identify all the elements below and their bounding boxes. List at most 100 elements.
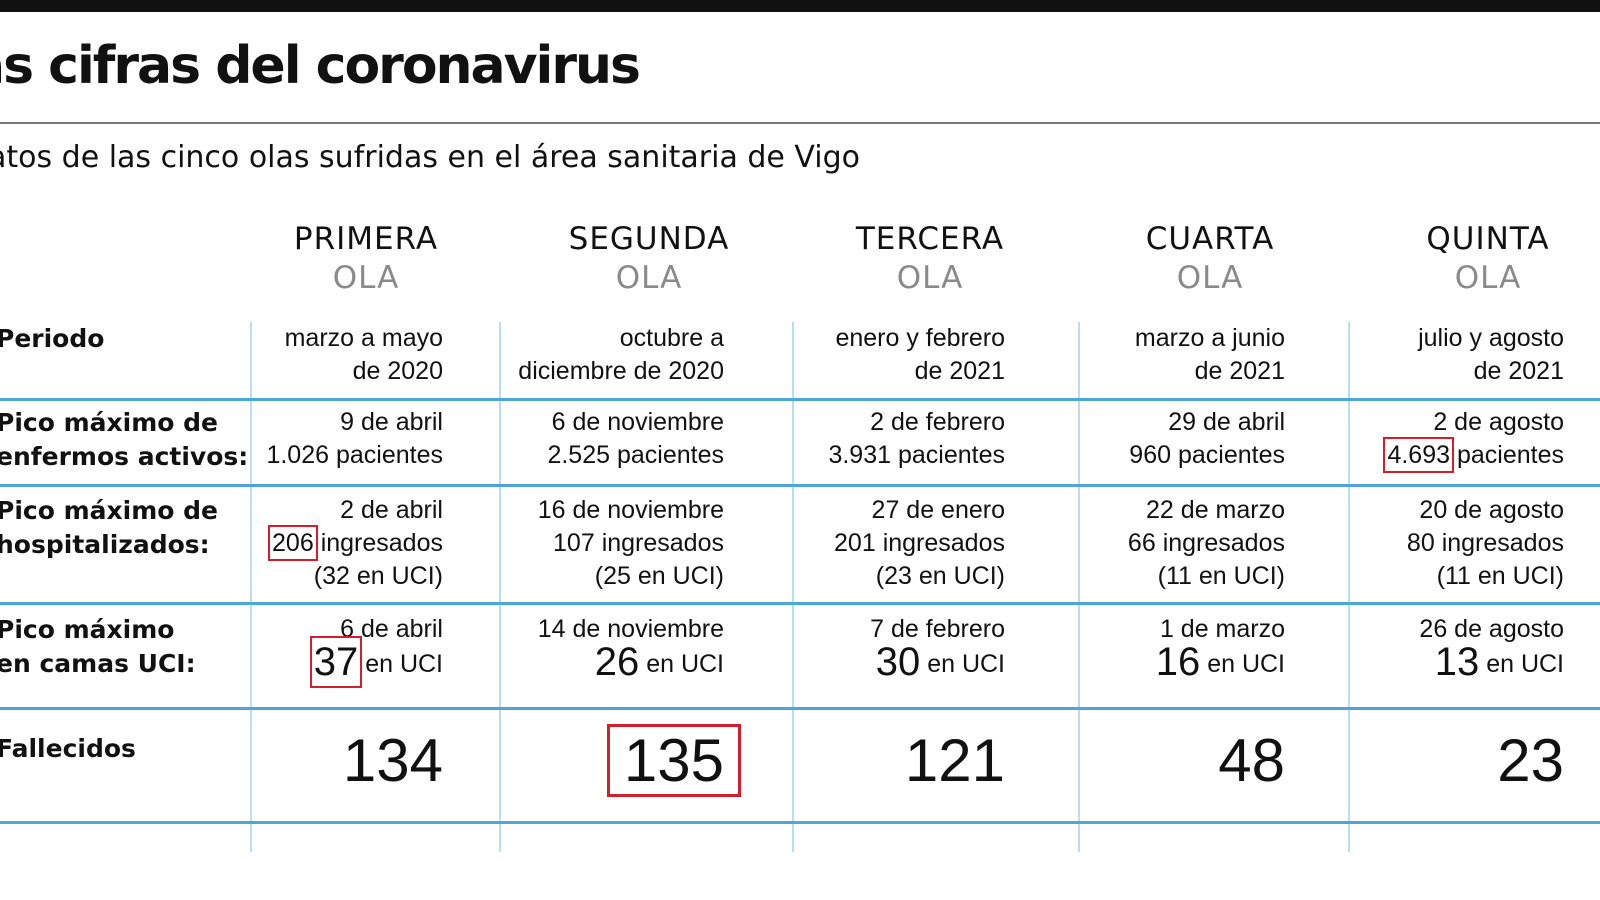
peak-date: 2 de agosto [1433,408,1564,436]
peak-value-line: 26 en UCI [454,642,724,682]
uci-note: (32 en UCI) [313,562,443,590]
cell-hospitalizados: 16 de noviembre 107 ingresados (25 en UC… [454,494,724,593]
period-line: enero y febrero [835,324,1005,352]
peak-number: 107 [553,529,595,557]
column-sub: OLA [332,260,400,296]
column-divider [1348,322,1350,852]
row-divider [0,602,1600,605]
peak-unit: en UCI [1486,650,1564,678]
period-line: de 2021 [914,357,1005,385]
peak-unit: en UCI [365,650,443,678]
column-divider [250,322,252,852]
peak-number: 13 [1434,640,1480,684]
period-line: de 2020 [352,357,443,385]
peak-date: 26 de agosto [1419,615,1564,643]
cell-uci: 1 de marzo 16 en UCI [1015,613,1285,682]
column-sub: OLA [1454,260,1522,296]
cell-activos: 29 de abril 960 pacientes [1015,406,1285,472]
cell-uci: 14 de noviembre 26 en UCI [454,613,724,682]
period-line: diciembre de 2020 [518,357,724,385]
highlighted-peak-number: 206 [268,525,318,561]
cell-periodo: marzo a mayo de 2020 [173,322,443,388]
cell-periodo: enero y febrero de 2021 [735,322,1005,388]
row-label-fallecidos: Fallecidos [0,734,136,763]
deaths-value: 23 [1497,727,1564,794]
peak-value-line: 206 ingresados [173,525,443,561]
cell-periodo: marzo a junio de 2021 [1015,322,1285,388]
peak-number: 1.026 [266,441,330,469]
row-label-hospitalizados: Pico máximo de hospitalizados: [0,496,218,559]
peak-date: 20 de agosto [1419,496,1564,524]
peak-date: 6 de noviembre [551,408,724,436]
column-sub: OLA [896,260,964,296]
peak-unit: pacientes [335,441,443,469]
peak-unit: en UCI [1207,650,1285,678]
cell-activos: 6 de noviembre 2.525 pacientes [454,406,724,472]
peak-unit: pacientes [897,441,1005,469]
peak-value-line: 2.525 pacientes [454,439,724,472]
peak-unit: ingresados [1162,529,1285,557]
peak-number: 80 [1406,529,1435,557]
column-header-cuarta: CUARTA OLA [1080,220,1340,298]
peak-value-line: 107 ingresados [454,527,724,560]
peak-number: 3.931 [828,441,892,469]
peak-unit: pacientes [1177,441,1285,469]
column-divider [792,322,794,852]
highlighted-deaths-number: 135 [606,724,741,797]
peak-date: 29 de abril [1168,408,1285,436]
highlighted-peak-number: 4.693 [1383,437,1454,473]
column-header-quinta: QUINTA OLA [1358,220,1600,298]
peak-number: 26 [594,640,640,684]
peak-date: 6 de abril [340,615,443,643]
peak-number: 2.525 [547,441,611,469]
peak-date: 14 de noviembre [537,615,724,643]
peak-date: 7 de febrero [870,615,1005,643]
period-line: marzo a junio [1134,324,1285,352]
deaths-value: 121 [904,727,1005,794]
peak-value-line: 66 ingresados [1015,527,1285,560]
peak-unit: ingresados [882,529,1005,557]
peak-date: 22 de marzo [1146,496,1285,524]
peak-number: 66 [1127,529,1156,557]
cell-uci: 26 de agosto 13 en UCI [1294,613,1564,682]
cell-uci: 7 de febrero 30 en UCI [735,613,1005,684]
peak-value-line: 1.026 pacientes [173,439,443,472]
peak-value-line: 16 en UCI [1015,642,1285,682]
peak-date: 1 de marzo [1159,615,1285,643]
peak-date: 2 de febrero [870,408,1005,436]
deaths-value-highlighted: 135 [471,724,741,797]
peak-number: 16 [1155,640,1201,684]
peak-unit: ingresados [1441,529,1564,557]
column-name: TERCERA [855,221,1005,257]
top-bar [0,0,1600,12]
column-divider [1078,322,1080,852]
period-line: de 2021 [1473,357,1564,385]
cell-periodo: octubre a diciembre de 2020 [454,322,724,388]
column-sub: OLA [615,260,683,296]
cell-activos: 9 de abril 1.026 pacientes [173,406,443,472]
row-label-periodo: Periodo [0,324,105,353]
uci-note: (23 en UCI) [875,562,1005,590]
peak-unit: pacientes [616,441,724,469]
period-line: julio y agosto [1418,324,1564,352]
peak-date: 16 de noviembre [537,496,724,524]
peak-unit: ingresados [320,529,443,557]
peak-value-line: 13 en UCI [1294,642,1564,682]
column-name: SEGUNDA [568,221,730,257]
deaths-value: 48 [1218,727,1285,794]
peak-date: 9 de abril [340,408,443,436]
peak-number: 30 [875,640,921,684]
uci-note: (25 en UCI) [594,562,724,590]
column-sub: OLA [1176,260,1244,296]
peak-number: 960 [1129,441,1172,469]
row-divider [0,484,1600,487]
period-line: marzo a mayo [284,324,443,352]
column-header-primera: PRIMERA OLA [236,220,496,298]
peak-unit: en UCI [646,650,724,678]
row-label-uci: Pico máximo en camas UCI: [0,615,196,678]
peak-unit: en UCI [927,650,1005,678]
uci-note: (11 en UCI) [1436,562,1564,590]
cell-hospitalizados: 20 de agosto 80 ingresados (11 en UCI) [1294,494,1564,593]
deaths-value: 134 [342,727,443,794]
peak-date: 27 de enero [871,496,1005,524]
